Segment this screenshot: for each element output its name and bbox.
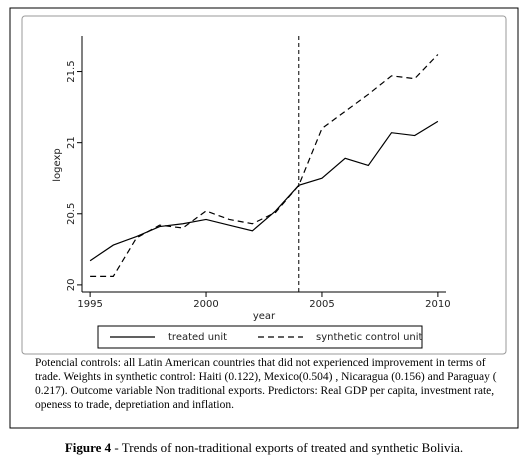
caption: Figure 4 - Trends of non-traditional exp…: [0, 440, 528, 456]
legend-label: treated unit: [168, 332, 227, 343]
note: Potencial controls: all Latin American c…: [35, 357, 497, 411]
legend-label: synthetic control unit: [316, 332, 423, 343]
x-tick-label: 2000: [193, 299, 218, 310]
series-line: [89, 120, 439, 262]
caption-label: Figure 4: [64, 440, 112, 455]
y-tick-label: 21.5: [66, 60, 77, 82]
y-tick-label: 21: [66, 136, 77, 149]
caption-text: - Trends of non-traditional exports of t…: [114, 440, 464, 455]
legend-box: [97, 325, 423, 349]
y-axis-label: logexp: [52, 148, 63, 182]
x-tick-label: 2010: [425, 299, 450, 310]
x-tick-label: 1995: [77, 299, 102, 310]
outer-frame: [9, 7, 519, 429]
x-tick-label: 2005: [309, 299, 334, 310]
series-line: [90, 54, 439, 277]
y-tick-label: 20: [66, 279, 77, 292]
x-axis-label: year: [253, 311, 276, 322]
chart-frame: [21, 15, 507, 355]
y-tick-label: 20.5: [66, 203, 77, 225]
